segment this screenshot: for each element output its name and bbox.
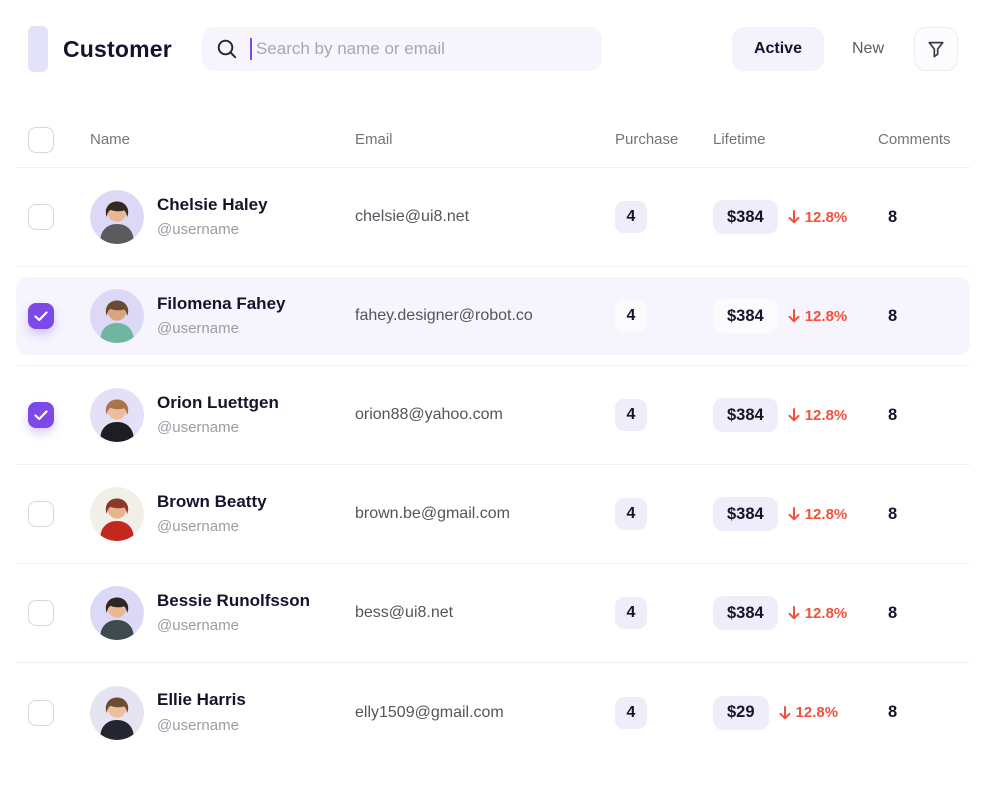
table-row[interactable]: Brown Beatty @username brown.be@gmail.co… [16,465,970,564]
comments-count: 8 [888,703,898,721]
purchase-badge: 4 [615,597,647,629]
customer-email: brown.be@gmail.com [355,505,510,522]
change-percent: 12.8% [804,505,848,523]
row-checkbox[interactable] [28,501,54,527]
avatar [90,388,144,442]
purchase-badge: 4 [615,300,647,332]
search-input[interactable] [251,39,588,59]
comments-count: 8 [888,306,898,325]
avatar [90,685,144,740]
avatar [90,289,144,343]
row-checkbox[interactable] [28,402,54,428]
lifetime-badge: $384 [713,398,778,432]
table-row[interactable]: Orion Luettgen @username orion88@yahoo.c… [16,366,970,465]
search-icon [217,39,237,59]
customer-username: @username [157,716,239,734]
table-row[interactable]: Filomena Fahey @username fahey.designer@… [16,267,970,366]
select-all-checkbox[interactable] [28,126,54,153]
column-header-name: Name [90,131,131,148]
purchase-badge: 4 [615,696,647,729]
change-percent: 12.8% [804,307,848,325]
customer-table: Name Email Purchase Lifetime Comments Ch… [16,112,970,762]
arrow-down-icon [788,309,800,323]
search-field[interactable] [201,27,602,71]
change-indicator: 12.8% [787,406,848,424]
customer-username: @username [157,419,239,437]
purchase-badge: 4 [615,399,647,431]
customer-email: orion88@yahoo.com [355,406,503,423]
column-header-lifetime: Lifetime [713,131,766,148]
customer-name: Chelsie Haley [157,194,268,214]
lifetime-badge: $384 [713,497,778,531]
customer-email: chelsie@ui8.net [355,208,470,225]
column-header-email: Email [355,131,393,148]
funnel-icon [928,41,944,58]
column-header-purchase: Purchase [615,131,679,148]
customer-username: @username [157,320,239,338]
customer-name: Filomena Fahey [157,293,286,313]
table-row[interactable]: Chelsie Haley @username chelsie@ui8.net … [16,168,970,267]
change-indicator: 12.8% [787,307,848,325]
arrow-down-icon [788,210,800,224]
purchase-badge: 4 [615,201,647,233]
table-header-row: Name Email Purchase Lifetime Comments [16,112,970,168]
table-row[interactable]: Ellie Harris @username elly1509@gmail.co… [16,663,970,762]
tab-new[interactable]: New [851,40,884,57]
text-cursor [249,38,252,60]
change-indicator: 12.8% [787,208,848,226]
change-percent: 12.8% [804,406,848,424]
comments-count: 8 [888,207,898,226]
customer-name: Brown Beatty [157,491,267,511]
customer-email: elly1509@gmail.com [355,703,504,721]
lifetime-badge: $384 [713,200,778,234]
customer-name: Ellie Harris [157,690,246,710]
table-row[interactable]: Bessie Runolfsson @username bess@ui8.net… [16,564,970,663]
customer-email: fahey.designer@robot.co [355,307,533,324]
row-checkbox[interactable] [28,699,54,726]
change-percent: 12.8% [804,604,848,622]
customer-name: Bessie Runolfsson [157,590,311,610]
customer-username: @username [157,617,239,635]
customer-username: @username [157,221,239,239]
change-indicator: 12.8% [778,704,839,721]
customer-email: bess@ui8.net [355,604,454,621]
comments-count: 8 [888,603,898,622]
arrow-down-icon [779,705,791,719]
arrow-down-icon [788,408,800,422]
tab-active[interactable]: Active [731,27,824,71]
column-header-comments: Comments [878,131,951,148]
filter-button[interactable] [914,27,958,71]
avatar [90,586,144,640]
arrow-down-icon [788,606,800,620]
customer-username: @username [157,518,239,536]
purchase-badge: 4 [615,498,647,530]
row-checkbox[interactable] [28,204,54,230]
comments-count: 8 [888,405,898,424]
lifetime-badge: $29 [713,695,769,730]
change-indicator: 12.8% [787,505,848,523]
row-checkbox[interactable] [28,600,54,626]
customer-name: Orion Luettgen [157,392,279,412]
change-percent: 12.8% [795,704,839,721]
arrow-down-icon [788,507,800,521]
change-percent: 12.8% [804,208,848,226]
row-checkbox[interactable] [28,303,54,329]
page-title: Customer [63,35,172,62]
avatar [90,487,144,541]
lifetime-badge: $384 [713,299,778,333]
logo-mark [28,26,48,72]
lifetime-badge: $384 [713,596,778,630]
comments-count: 8 [888,504,898,523]
header: Customer Active New [28,26,958,72]
avatar [90,190,144,244]
change-indicator: 12.8% [787,604,848,622]
